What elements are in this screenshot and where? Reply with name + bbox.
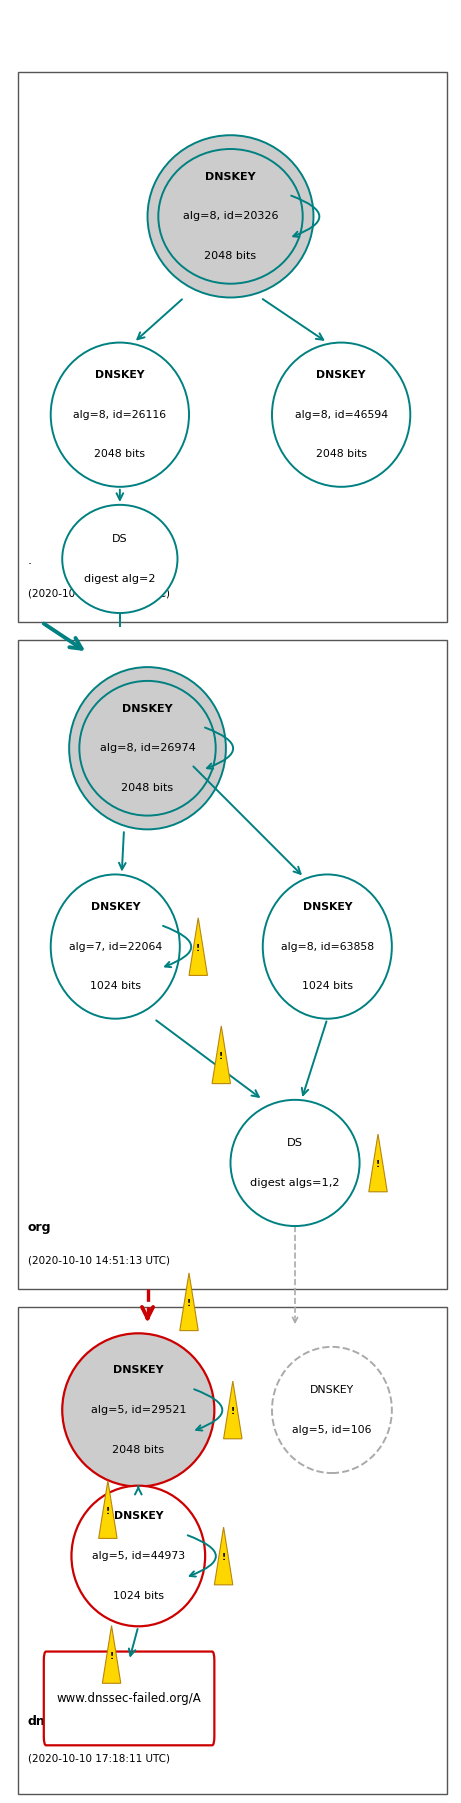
Polygon shape <box>102 1626 121 1684</box>
Ellipse shape <box>62 1334 214 1486</box>
Ellipse shape <box>69 667 226 829</box>
Polygon shape <box>214 1527 233 1585</box>
FancyBboxPatch shape <box>18 72 447 622</box>
Text: DS: DS <box>112 534 128 545</box>
Text: 1024 bits: 1024 bits <box>302 981 353 992</box>
Text: alg=5, id=44973: alg=5, id=44973 <box>92 1551 185 1561</box>
Text: org: org <box>28 1221 51 1235</box>
Text: 2048 bits: 2048 bits <box>204 251 257 261</box>
Text: DNSKEY: DNSKEY <box>310 1385 354 1396</box>
Ellipse shape <box>148 135 313 297</box>
Text: 1024 bits: 1024 bits <box>90 981 141 992</box>
Text: alg=5, id=106: alg=5, id=106 <box>292 1424 372 1435</box>
Polygon shape <box>369 1134 387 1192</box>
Polygon shape <box>99 1480 117 1538</box>
FancyBboxPatch shape <box>44 1652 214 1745</box>
Text: (2020-10-10 17:18:11 UTC): (2020-10-10 17:18:11 UTC) <box>28 1754 170 1763</box>
Text: DS: DS <box>287 1138 303 1149</box>
Text: !: ! <box>106 1507 110 1516</box>
Ellipse shape <box>62 505 177 613</box>
Text: (2020-10-10 12:52:16 UTC): (2020-10-10 12:52:16 UTC) <box>28 590 170 599</box>
Text: !: ! <box>196 945 200 952</box>
Text: DNSKEY: DNSKEY <box>122 703 173 714</box>
FancyBboxPatch shape <box>18 1307 447 1794</box>
Text: !: ! <box>231 1408 235 1415</box>
Polygon shape <box>224 1381 242 1439</box>
Text: 1024 bits: 1024 bits <box>113 1590 164 1601</box>
Ellipse shape <box>272 343 410 487</box>
Text: DNSKEY: DNSKEY <box>113 1365 164 1376</box>
Text: digest alg=2: digest alg=2 <box>84 573 156 584</box>
Ellipse shape <box>71 1486 205 1626</box>
Text: alg=8, id=63858: alg=8, id=63858 <box>281 941 374 952</box>
FancyBboxPatch shape <box>18 640 447 1289</box>
Text: alg=7, id=22064: alg=7, id=22064 <box>69 941 162 952</box>
Text: 2048 bits: 2048 bits <box>112 1444 165 1455</box>
Text: 2048 bits: 2048 bits <box>121 783 174 793</box>
Text: !: ! <box>376 1161 380 1168</box>
Text: DNSKEY: DNSKEY <box>302 902 352 912</box>
Text: DNSKEY: DNSKEY <box>90 902 140 912</box>
Text: !: ! <box>222 1554 225 1561</box>
Text: 2048 bits: 2048 bits <box>95 449 145 460</box>
Text: digest algs=1,2: digest algs=1,2 <box>250 1177 340 1188</box>
Text: alg=8, id=20326: alg=8, id=20326 <box>183 211 278 222</box>
Text: DNSKEY: DNSKEY <box>316 370 366 380</box>
Text: DNSKEY: DNSKEY <box>113 1511 163 1522</box>
Text: alg=8, id=26974: alg=8, id=26974 <box>100 743 195 754</box>
Polygon shape <box>212 1026 230 1084</box>
Text: !: ! <box>219 1053 223 1060</box>
Text: DNSKEY: DNSKEY <box>95 370 145 380</box>
Text: (2020-10-10 14:51:13 UTC): (2020-10-10 14:51:13 UTC) <box>28 1257 170 1266</box>
Ellipse shape <box>263 874 392 1019</box>
Text: alg=8, id=26116: alg=8, id=26116 <box>73 409 166 420</box>
Text: DNSKEY: DNSKEY <box>205 171 256 182</box>
Ellipse shape <box>272 1347 392 1473</box>
Text: alg=5, id=29521: alg=5, id=29521 <box>90 1405 186 1415</box>
Polygon shape <box>189 918 207 975</box>
Text: dnssec-failed.org: dnssec-failed.org <box>28 1715 149 1729</box>
Text: !: ! <box>187 1300 191 1307</box>
Ellipse shape <box>51 874 180 1019</box>
Polygon shape <box>180 1273 198 1331</box>
Text: .: . <box>28 554 32 568</box>
Text: www.dnssec-failed.org/A: www.dnssec-failed.org/A <box>57 1691 201 1706</box>
Text: 2048 bits: 2048 bits <box>316 449 366 460</box>
Text: alg=8, id=46594: alg=8, id=46594 <box>295 409 388 420</box>
Ellipse shape <box>230 1100 360 1226</box>
Text: !: ! <box>110 1652 113 1661</box>
Ellipse shape <box>51 343 189 487</box>
